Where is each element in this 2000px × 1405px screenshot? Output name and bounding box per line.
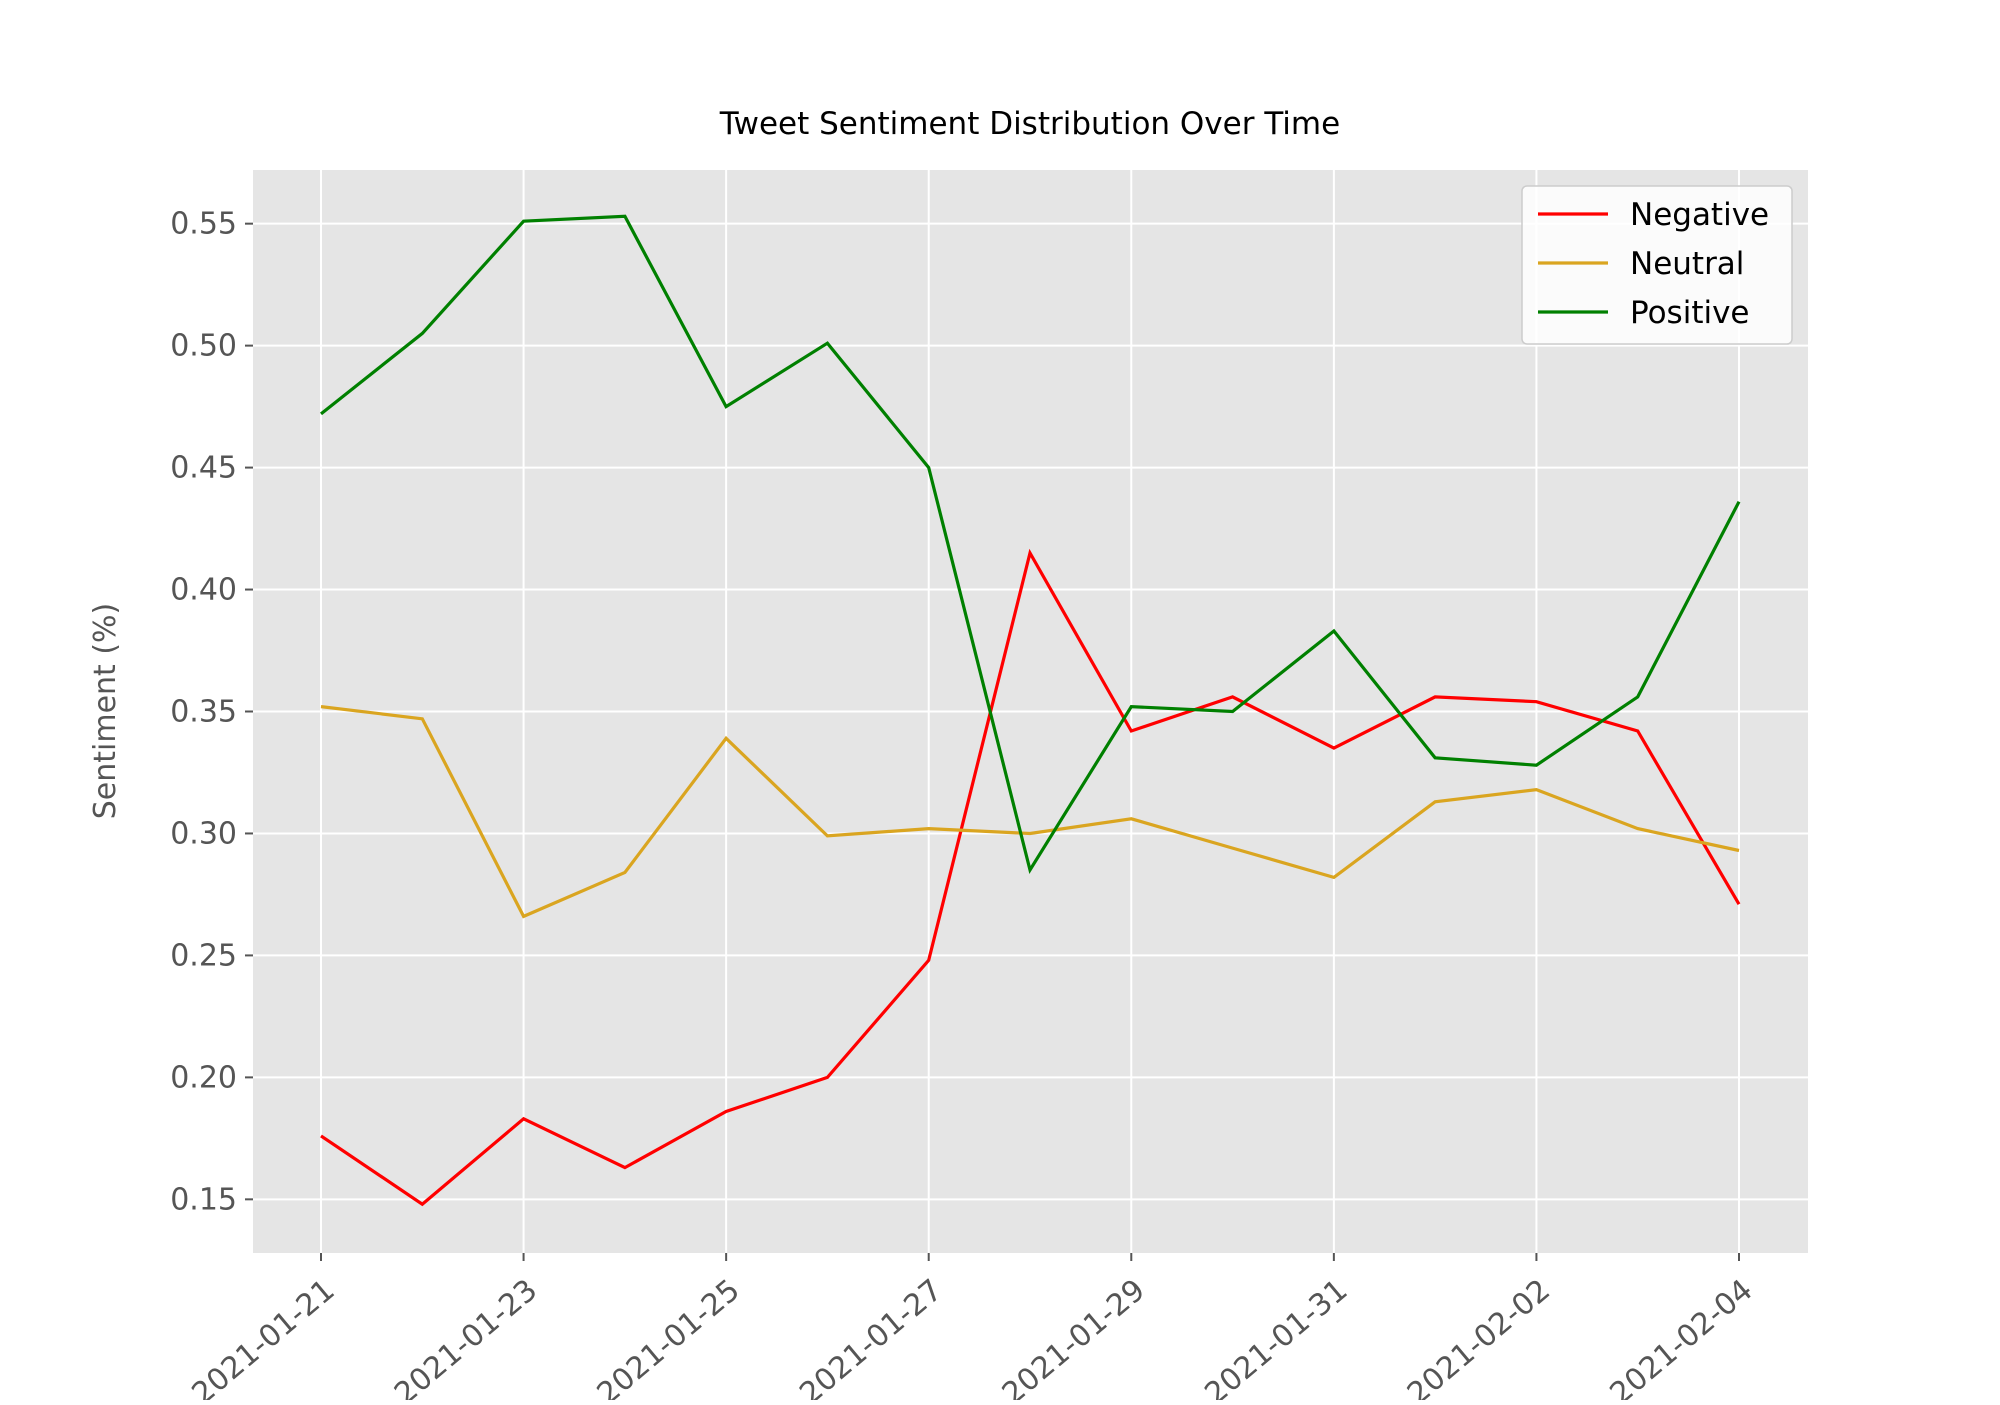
y-tick-label: 0.55 — [170, 207, 237, 242]
x-tick-label: 2021-01-31 — [1198, 1273, 1354, 1400]
y-tick-label: 0.40 — [170, 573, 237, 608]
y-tick-label: 0.30 — [170, 816, 237, 851]
x-tick-label: 2021-01-23 — [388, 1273, 544, 1400]
chart-title: Tweet Sentiment Distribution Over Time — [719, 106, 1340, 142]
x-tick-label: 2021-01-25 — [591, 1273, 747, 1400]
x-tick-label: 2021-01-29 — [996, 1273, 1152, 1400]
legend: Negative Neutral Positive — [1522, 186, 1792, 344]
y-tick-label: 0.15 — [170, 1182, 237, 1217]
y-axis-label: Sentiment (%) — [88, 603, 123, 820]
y-tick-label: 0.20 — [170, 1060, 237, 1095]
x-tick-label: 2021-02-02 — [1401, 1273, 1557, 1400]
x-tick-label: 2021-01-21 — [186, 1273, 342, 1400]
y-tick-label: 0.50 — [170, 329, 237, 364]
x-tick-label: 2021-01-27 — [793, 1273, 949, 1400]
legend-label-positive: Positive — [1630, 295, 1750, 331]
y-tick-label: 0.35 — [170, 695, 237, 730]
y-tick-label: 0.25 — [170, 938, 237, 973]
x-tick-label: 2021-02-04 — [1604, 1273, 1760, 1400]
legend-label-negative: Negative — [1630, 197, 1769, 233]
legend-label-neutral: Neutral — [1630, 246, 1744, 282]
y-tick-label: 0.45 — [170, 451, 237, 486]
